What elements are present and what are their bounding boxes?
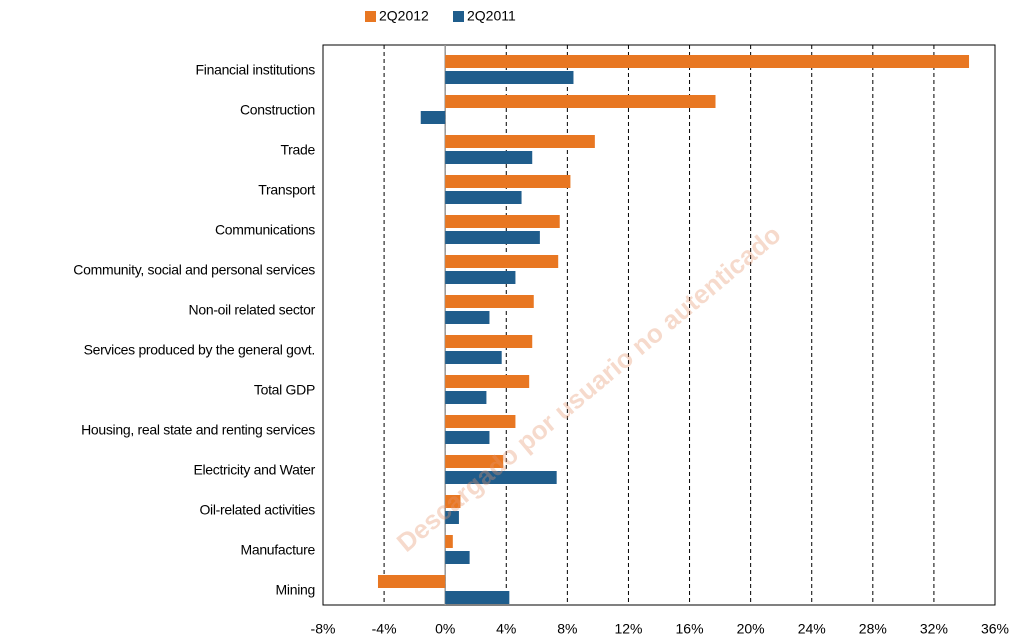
x-tick-label: 8% xyxy=(557,621,577,637)
legend-swatch xyxy=(365,11,376,22)
bar xyxy=(445,255,559,268)
x-tick-label: 28% xyxy=(859,621,887,637)
y-tick-label: Trade xyxy=(280,142,315,158)
x-tick-label: 4% xyxy=(496,621,516,637)
x-tick-label: 0% xyxy=(435,621,455,637)
x-tick-label: 32% xyxy=(920,621,948,637)
bar xyxy=(445,511,459,524)
bar xyxy=(445,191,522,204)
y-tick-label: Electricity and Water xyxy=(193,462,315,478)
y-tick-label: Mining xyxy=(276,582,315,598)
bar xyxy=(445,551,470,564)
bar xyxy=(445,591,510,604)
y-tick-label: Housing, real state and renting services xyxy=(81,422,315,438)
bar xyxy=(445,55,970,68)
bar xyxy=(445,71,574,84)
legend-label: 2Q2012 xyxy=(379,8,429,24)
bar xyxy=(445,231,540,244)
legend-label: 2Q2011 xyxy=(467,8,516,24)
x-tick-label: 24% xyxy=(798,621,826,637)
bar xyxy=(445,215,560,228)
bar xyxy=(445,295,534,308)
x-tick-label: -8% xyxy=(311,621,336,637)
bar xyxy=(445,471,557,484)
bar xyxy=(445,95,716,108)
bar xyxy=(445,351,502,364)
x-tick-label: 12% xyxy=(614,621,642,637)
y-tick-label: Financial institutions xyxy=(196,62,316,78)
bar xyxy=(445,175,571,188)
legend-swatch xyxy=(453,11,464,22)
bar xyxy=(445,375,530,388)
bar xyxy=(445,415,516,428)
bar xyxy=(445,151,533,164)
x-tick-label: 20% xyxy=(737,621,765,637)
watermark: Descargado por usuario no autenticado xyxy=(391,219,787,558)
y-tick-label: Communications xyxy=(215,222,315,238)
bar xyxy=(445,311,490,324)
y-tick-label: Non-oil related sector xyxy=(189,302,316,318)
y-tick-label: Transport xyxy=(258,182,315,198)
y-tick-label: Services produced by the general govt. xyxy=(84,342,315,358)
x-tick-label: 36% xyxy=(981,621,1009,637)
bar xyxy=(445,271,516,284)
y-tick-label: Construction xyxy=(240,102,315,118)
bar xyxy=(445,335,533,348)
bar xyxy=(445,431,490,444)
x-tick-label: -4% xyxy=(372,621,397,637)
bar xyxy=(420,111,446,124)
bar xyxy=(445,495,461,508)
y-tick-label: Total GDP xyxy=(254,382,315,398)
y-tick-label: Oil-related activities xyxy=(199,502,315,518)
y-tick-label: Community, social and personal services xyxy=(73,262,315,278)
bar xyxy=(377,575,446,588)
x-tick-label: 16% xyxy=(676,621,704,637)
bar xyxy=(445,391,487,404)
y-tick-label: Manufacture xyxy=(240,542,315,558)
bar xyxy=(445,455,504,468)
bar xyxy=(445,135,595,148)
bar xyxy=(445,535,453,548)
